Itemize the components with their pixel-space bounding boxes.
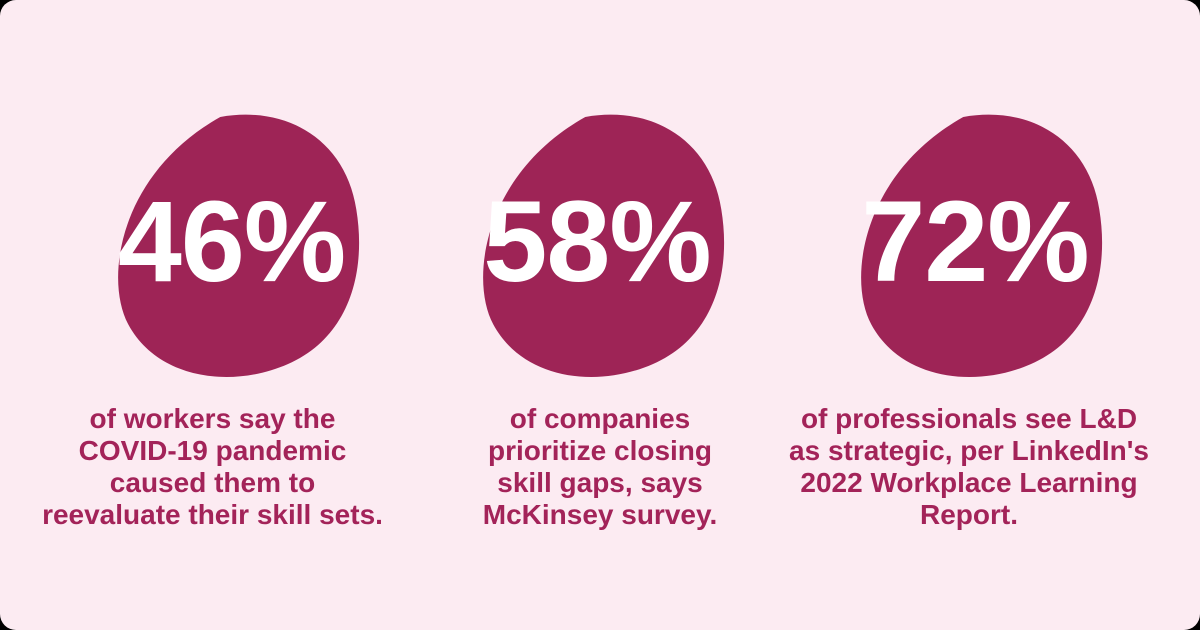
- stat-value: 46%: [117, 177, 346, 306]
- caption-line: reevaluate their skill sets.: [42, 499, 383, 530]
- caption-line: of professionals see L&D: [800, 403, 1138, 434]
- stat-blob-companies: 58%: [460, 110, 734, 380]
- caption-line: skill gaps, says: [497, 467, 703, 498]
- caption-line: as strategic, per LinkedIn's: [789, 435, 1149, 466]
- caption-line: 2022 Workplace Learning: [800, 467, 1138, 498]
- blob-shape-icon: [861, 114, 1103, 377]
- caption-line: Report.: [920, 499, 1018, 530]
- caption-line: McKinsey survey.: [482, 499, 718, 530]
- blob-shape-icon: [483, 114, 725, 377]
- stat-blob-workers: 46%: [95, 110, 369, 380]
- stat-value: 72%: [861, 177, 1089, 306]
- caption-line: caused them to: [109, 467, 316, 498]
- blob-fill: [117, 114, 359, 377]
- stat-blob-professionals: 72%: [838, 110, 1112, 380]
- caption-line: of companies: [509, 403, 691, 434]
- stat-caption: of workers say the COVID-19 pandemic cau…: [42, 403, 383, 531]
- caption-line: of workers say the: [89, 403, 336, 434]
- blob-fill: [861, 114, 1103, 377]
- stat-caption: of companies prioritize closing skill ga…: [483, 403, 718, 531]
- stat-value: 58%: [483, 177, 711, 306]
- stat-column-companies: 58% of companies prioritize closing skil…: [420, 110, 780, 531]
- blob-fill: [483, 114, 725, 377]
- stat-caption: of professionals see L&D as strategic, p…: [789, 403, 1149, 531]
- stat-column-workers: 46% of workers say the COVID-19 pandemic…: [30, 110, 395, 531]
- caption-line: COVID-19 pandemic: [78, 435, 347, 466]
- blob-shape-icon: [117, 114, 359, 377]
- caption-line: prioritize closing: [487, 435, 713, 466]
- stat-column-professionals: 72% of professionals see L&D as strategi…: [789, 110, 1149, 531]
